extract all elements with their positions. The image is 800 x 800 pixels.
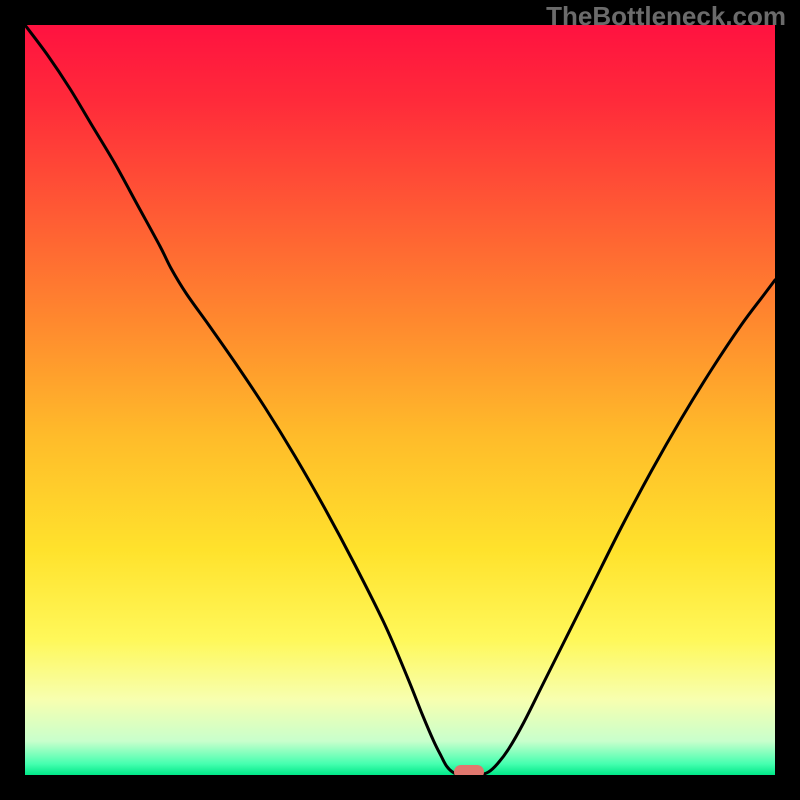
curve-path (25, 25, 775, 775)
optimum-marker (454, 765, 484, 775)
bottleneck-curve (25, 25, 775, 775)
watermark-text: TheBottleneck.com (546, 1, 786, 32)
plot-area (25, 25, 775, 775)
